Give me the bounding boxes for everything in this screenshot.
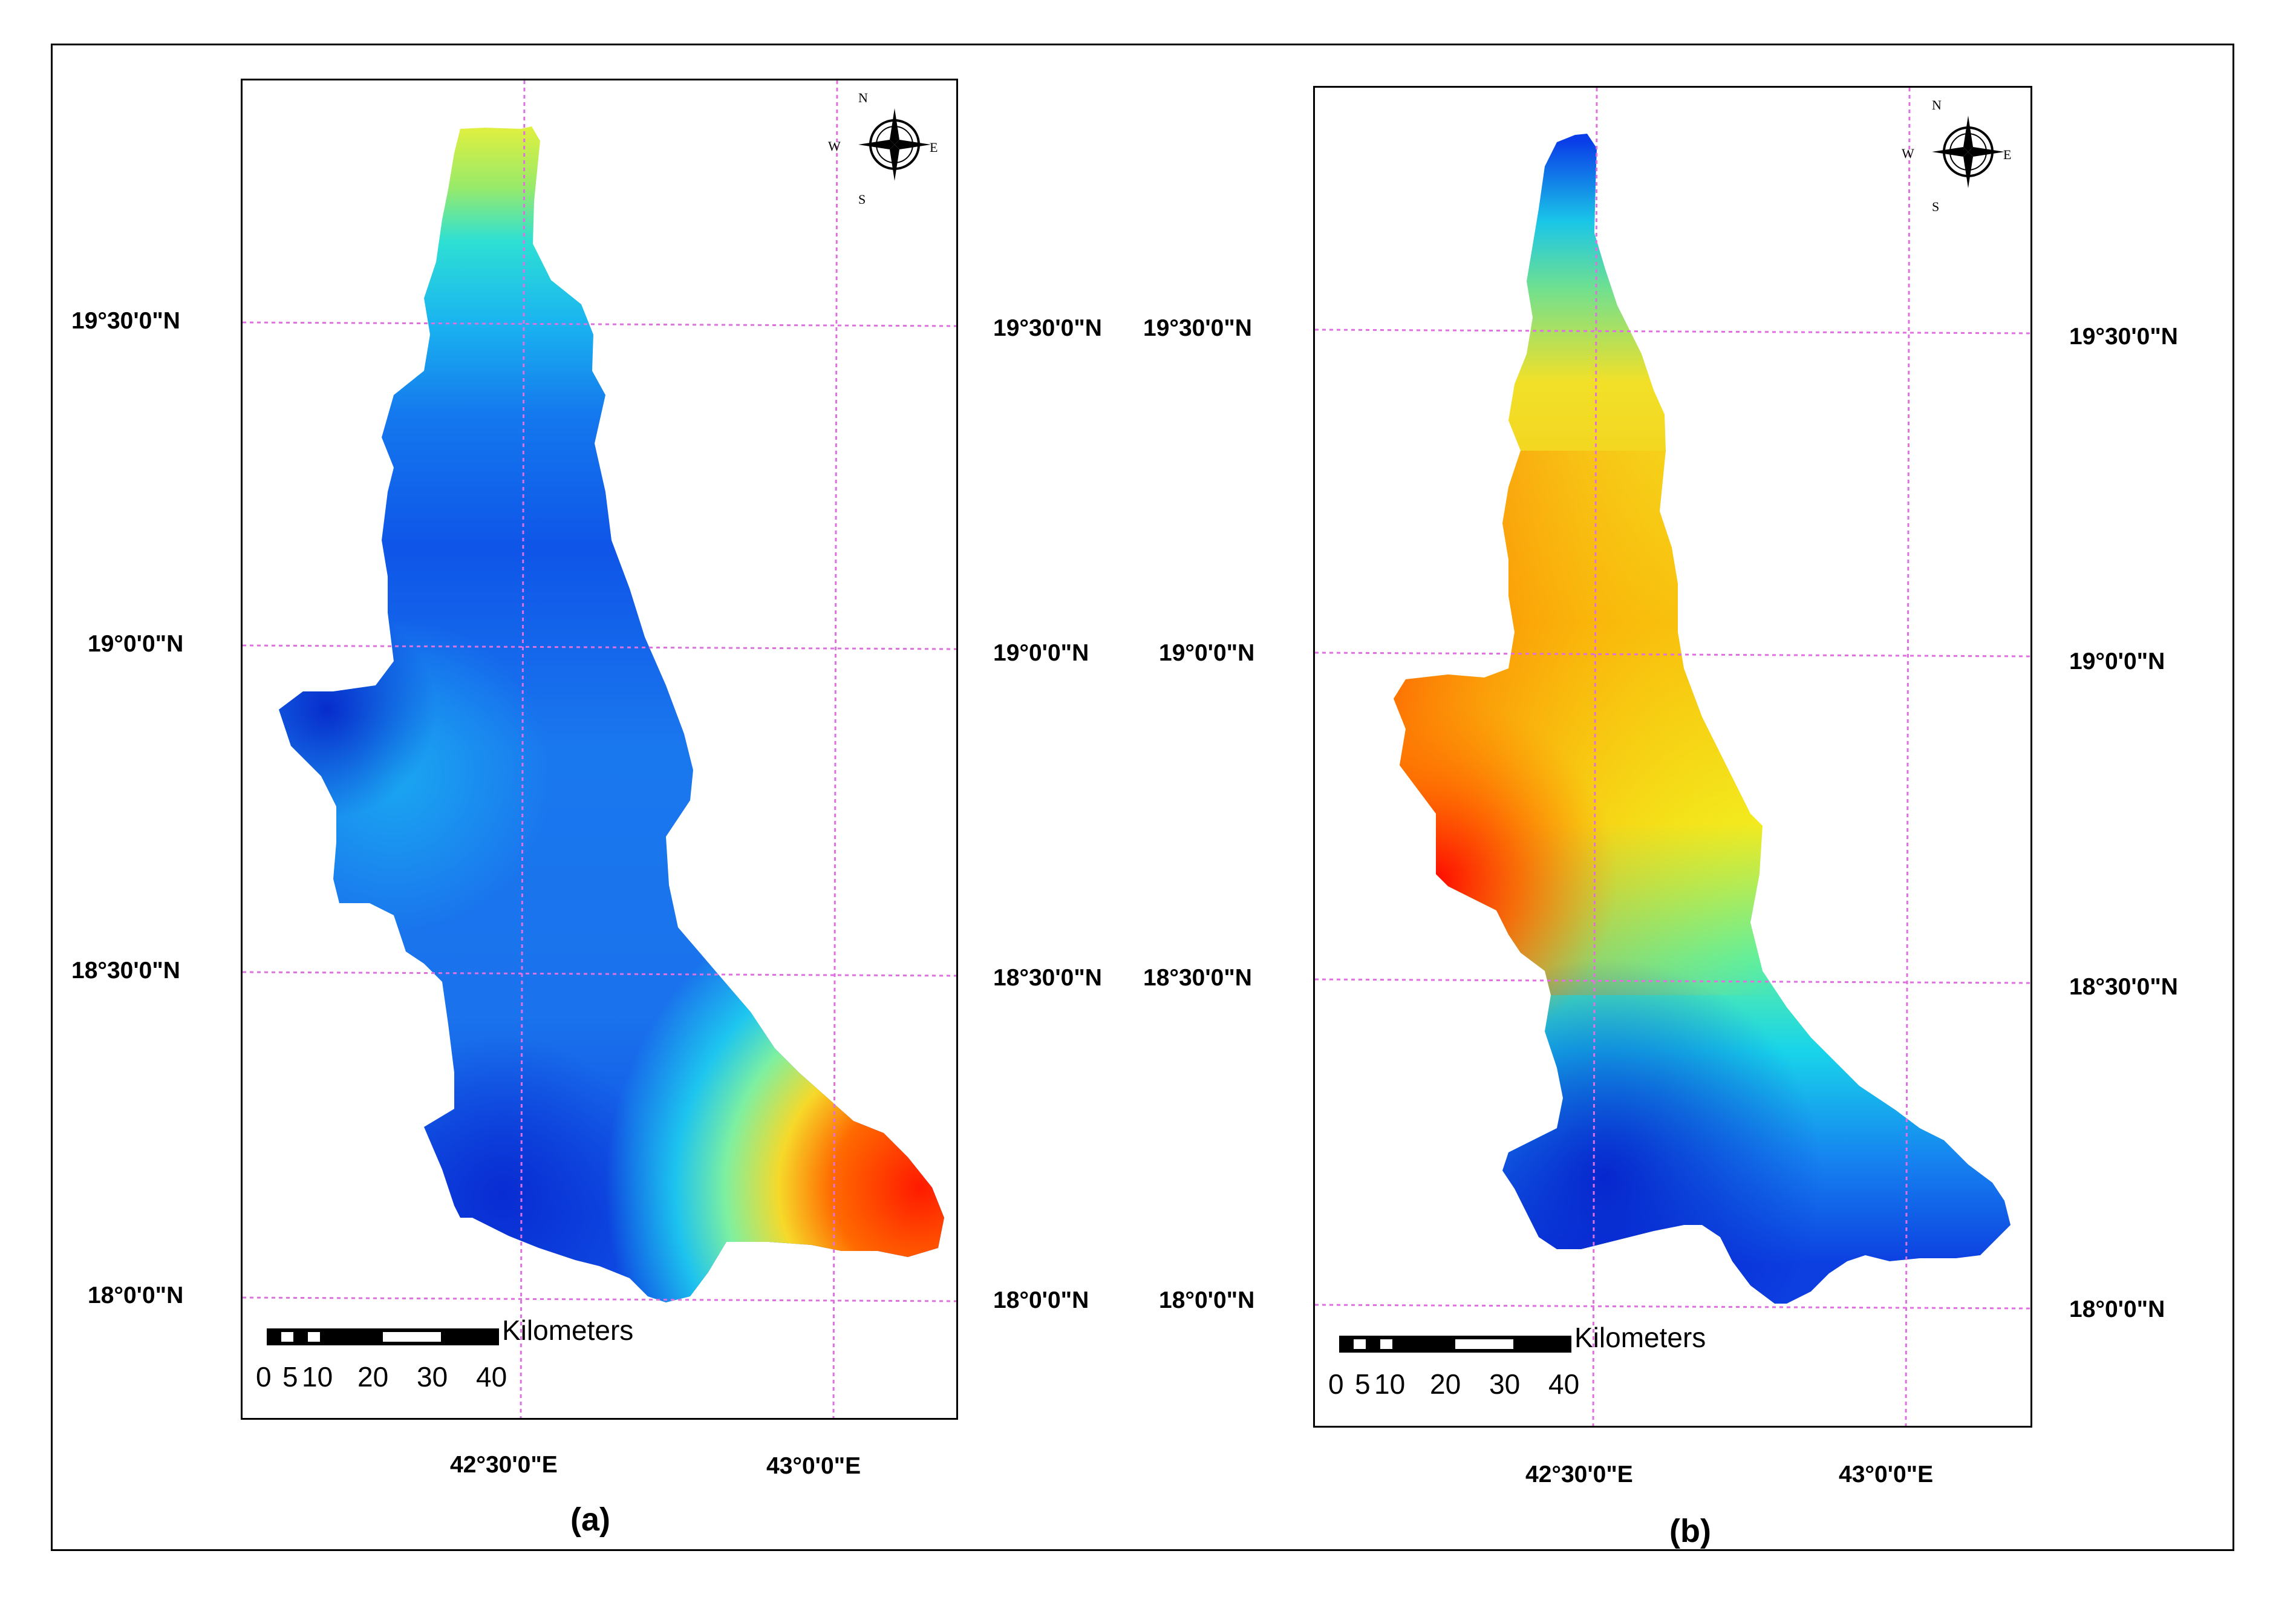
scale-tick-30-a: 30 [417, 1361, 448, 1393]
lat-left-b-1: 19°0'0"N [1159, 640, 1255, 666]
lat-right-a-1: 19°0'0"N [993, 640, 1089, 666]
lon-a-0: 42°30'0"E [450, 1452, 558, 1478]
scale-tick-40-b: 40 [1548, 1368, 1580, 1400]
lat-right-b-2: 18°30'0"N [2069, 974, 2178, 1000]
lat-left-a-0: 19°30'0"N [71, 308, 180, 334]
lon-b-0: 42°30'0"E [1525, 1461, 1633, 1488]
graticule-b [1314, 87, 2031, 1426]
lat-left-a-2: 18°30'0"N [71, 958, 180, 984]
map-b-canvas [1314, 87, 2031, 1426]
scale-unit-label-b: Kilometers [1574, 1322, 1706, 1353]
lat-right-b-0: 19°30'0"N [2069, 324, 2178, 350]
lat-right-a-2: 18°30'0"N [993, 965, 1102, 991]
lat-right-a-3: 18°0'0"N [993, 1287, 1089, 1313]
compass-w-a: W [828, 139, 841, 154]
lat-left-b-3: 18°0'0"N [1159, 1287, 1255, 1313]
lat-right-b-3: 18°0'0"N [2069, 1296, 2165, 1322]
scale-tick-20-a: 20 [357, 1361, 389, 1393]
map-panel-a: Kilometers 0 5 10 20 30 40 N S E W [241, 79, 958, 1420]
lat-right-b-1: 19°0'0"N [2069, 648, 2165, 674]
scale-tick-10-a: 10 [302, 1361, 333, 1393]
lat-right-a-0: 19°30'0"N [993, 315, 1102, 341]
scale-tick-0-a: 0 [256, 1361, 272, 1393]
map-panel-b: Kilometers 0 5 10 20 30 40 N S E W [1313, 86, 2032, 1428]
raster-surface-b [1394, 134, 2011, 1304]
figure-frame [51, 44, 2234, 1551]
compass-rose-b [1932, 116, 2004, 188]
lat-left-b-2: 18°30'0"N [1143, 965, 1252, 991]
lat-left-a-1: 19°0'0"N [88, 631, 184, 657]
compass-e-a: E [930, 140, 938, 155]
caption-b: (b) [1669, 1513, 1711, 1549]
caption-a: (a) [570, 1501, 610, 1538]
scale-tick-30-b: 30 [1489, 1368, 1521, 1400]
scale-bar-b [1339, 1336, 1571, 1353]
compass-s-a: S [858, 192, 866, 207]
compass-n-b: N [1932, 97, 1942, 113]
scale-tick-20-b: 20 [1430, 1368, 1461, 1400]
graticule-a [242, 80, 957, 1419]
raster-surface-a [279, 126, 944, 1302]
compass-rose-a [858, 108, 931, 181]
map-a-canvas [242, 80, 957, 1419]
lat-left-a-3: 18°0'0"N [88, 1282, 184, 1308]
compass-w-b: W [1902, 146, 1914, 161]
lon-b-1: 43°0'0"E [1839, 1461, 1934, 1488]
compass-n-a: N [858, 90, 868, 105]
scale-unit-label-a: Kilometers [502, 1315, 634, 1346]
scale-tick-0-b: 0 [1328, 1368, 1344, 1400]
scale-tick-10-b: 10 [1374, 1368, 1406, 1400]
lat-left-b-0: 19°30'0"N [1143, 315, 1252, 341]
scale-tick-5-a: 5 [282, 1361, 298, 1393]
lon-a-1: 43°0'0"E [766, 1453, 861, 1479]
compass-s-b: S [1932, 199, 1940, 214]
compass-e-b: E [2003, 147, 2012, 162]
scale-tick-5-b: 5 [1355, 1368, 1371, 1400]
scale-bar-a [267, 1328, 499, 1345]
scale-tick-40-a: 40 [476, 1361, 507, 1393]
